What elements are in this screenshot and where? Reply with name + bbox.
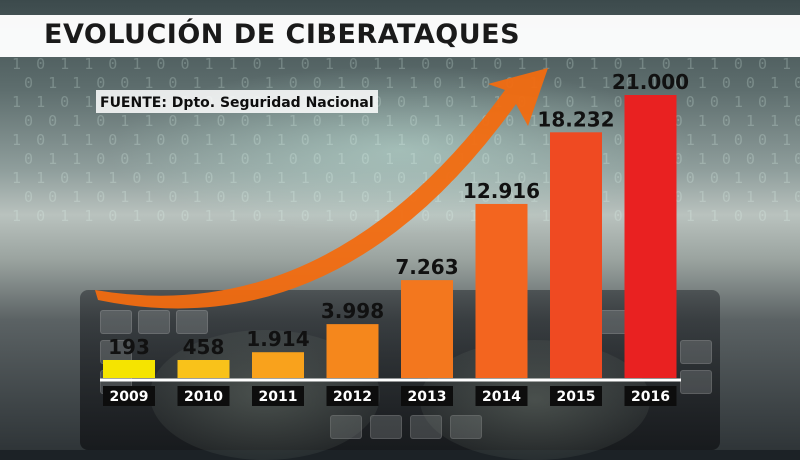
year-label-2016: 2016 (631, 389, 670, 405)
bar-2016 (624, 95, 677, 378)
bar-2014 (475, 203, 528, 378)
key (176, 310, 208, 334)
value-label-2013: 7.263 (395, 255, 458, 279)
year-label-2010: 2010 (184, 389, 223, 405)
right-hand (420, 340, 650, 460)
title-bar (0, 15, 800, 57)
bar-2009 (103, 360, 155, 378)
key (680, 340, 712, 364)
bar-2011 (252, 352, 304, 378)
value-label-2015: 18.232 (537, 107, 614, 131)
year-label-2013: 2013 (408, 389, 447, 405)
chart-title: EVOLUCIÓN DE CIBERATAQUES (44, 19, 521, 50)
value-label-2009: 193 (108, 335, 150, 359)
key (330, 415, 362, 439)
source-label: FUENTE: Dpto. Seguridad Nacional (100, 95, 374, 111)
key (410, 415, 442, 439)
key (138, 310, 170, 334)
value-label-2016: 21.000 (612, 70, 689, 94)
bar-chart: 193 458 1.9143.9987.26312.91618.23221.000 … (95, 68, 689, 406)
year-label-2011: 2011 (259, 389, 298, 405)
year-label-2014: 2014 (482, 389, 521, 405)
year-box-2013 (401, 386, 453, 406)
year-box-2009 (103, 386, 155, 406)
year-box-2015 (550, 386, 602, 406)
bar-2010 (177, 360, 230, 378)
value-label-2012: 3.998 (321, 299, 384, 323)
key (680, 370, 712, 394)
value-label-2014: 12.916 (463, 179, 540, 203)
year-box-2016 (624, 386, 677, 406)
key (450, 415, 482, 439)
source-box: FUENTE: Dpto. Seguridad Nacional (96, 90, 378, 113)
year-label-2012: 2012 (333, 389, 372, 405)
key (370, 415, 402, 439)
key (100, 310, 132, 334)
value-label-2010: 458 (183, 335, 225, 359)
year-label-2009: 2009 (110, 389, 149, 405)
year-box-2012 (326, 386, 379, 406)
value-label-2011: 1.914 (246, 327, 309, 351)
growth-arrow (95, 68, 548, 309)
bar-2013 (401, 280, 453, 378)
bar-2015 (550, 132, 602, 378)
bar-2012 (326, 324, 379, 378)
year-box-2010 (177, 386, 230, 406)
year-label-2015: 2015 (557, 389, 596, 405)
binary-code-backdrop: 1 0 1 1 0 1 0 0 1 1 0 1 0 1 0 1 1 0 0 1 … (12, 55, 800, 225)
year-box-2014 (475, 386, 528, 406)
year-box-2011 (252, 386, 304, 406)
